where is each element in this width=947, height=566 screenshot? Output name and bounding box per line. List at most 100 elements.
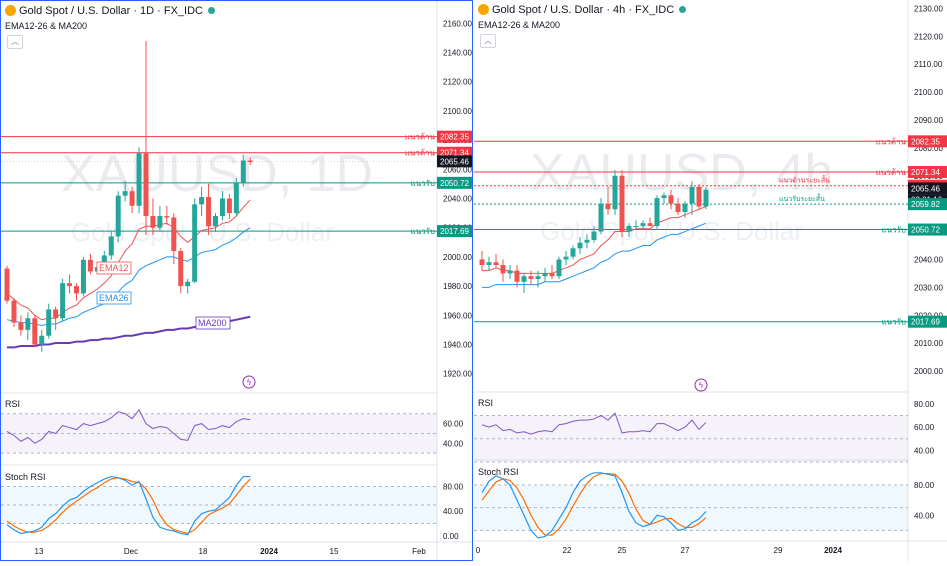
daily-chart-svg[interactable]: XAUUSD, 1D Gold Spot / U.S. Dollar 2160.00… [1, 1, 482, 562]
level-price-tag-text: 2059.82 [911, 200, 940, 209]
candle-body [640, 223, 646, 226]
candle-body [164, 216, 170, 218]
level-price-tag-text: 2050.72 [911, 226, 940, 235]
candle-body [619, 175, 625, 232]
candle-body [233, 182, 239, 214]
candle-body [703, 189, 709, 207]
rsi-label: RSI [478, 398, 493, 408]
candle-body [87, 259, 93, 272]
candle-body [18, 322, 24, 330]
flash-icon [242, 375, 256, 389]
candle-body [591, 231, 597, 240]
stoch-label: Stoch RSI [5, 472, 46, 482]
stoch-tick-label: 80.00 [914, 481, 935, 490]
price-tick-label: 2010.00 [914, 339, 943, 348]
price-tick-label: 2080.00 [914, 144, 943, 153]
price-tick-label: 2040.00 [914, 255, 943, 264]
candle-body [46, 309, 52, 336]
gold-logo-icon [478, 4, 489, 15]
candle-body [240, 160, 246, 183]
rsi-tick-label: 40.00 [914, 446, 935, 455]
chart-header: Gold Spot / U.S. Dollar · 1D · FX_IDC [5, 5, 215, 17]
price-tick-label: 1940.00 [443, 341, 472, 350]
level-price-tag [908, 198, 947, 211]
ma-label: EMA12 [99, 263, 129, 273]
level-price-tag-text: 2017.69 [911, 318, 940, 327]
rsi-label: RSI [5, 399, 20, 409]
last-price-tag-text: 2065.46 [911, 184, 940, 193]
candle-body [486, 262, 492, 266]
level-price-tag [908, 315, 947, 328]
price-tick-label: 2090.00 [914, 116, 943, 125]
symbol-title: Gold Spot / U.S. Dollar · 1D · FX_IDC [19, 5, 203, 17]
indicator-legend: EMA12-26 & MA200 [478, 20, 561, 30]
4h-chart-panel[interactable]: XAUUSD, 4h Gold Spot / U.S. Dollar 2130.00… [474, 0, 947, 561]
candle-body [479, 259, 485, 266]
candle-body [605, 203, 611, 210]
level-price-tag-text: 2071.34 [440, 149, 469, 158]
candle-body [150, 216, 156, 228]
candle-body [108, 236, 114, 256]
level-price-tag [908, 223, 947, 236]
candle-body [528, 276, 534, 279]
level-price-tag [437, 130, 477, 143]
daily-chart-panel[interactable]: XAUUSD, 1D Gold Spot / U.S. Dollar 2160.00… [0, 0, 482, 562]
flash-icon [694, 378, 708, 392]
candle-body [226, 198, 232, 214]
candle-body [157, 216, 163, 228]
short-level-label: แนวต้านระยะสั้น [779, 174, 830, 185]
candle-body [626, 225, 632, 232]
candle-body [668, 195, 674, 204]
level-label: แนวรับ [411, 227, 436, 236]
ma-label: MA200 [198, 318, 227, 328]
candle-body [25, 318, 31, 330]
candle-body [493, 262, 499, 266]
last-price-tag [437, 155, 477, 168]
candle-body [60, 283, 66, 319]
stoch-label: Stoch RSI [478, 467, 519, 477]
level-price-tag [908, 135, 947, 148]
price-tick-label: 2160.00 [443, 19, 472, 28]
time-axis-label: 18 [199, 547, 208, 556]
candle-body [122, 191, 128, 196]
candle-body [696, 186, 702, 207]
candle-body [199, 197, 205, 205]
candle-body [39, 335, 45, 345]
candle-body [129, 191, 135, 206]
market-open-icon [679, 6, 687, 13]
candle-body [74, 286, 79, 294]
time-axis-label: 15 [330, 547, 339, 556]
collapse-legend-button[interactable]: ︿ [7, 35, 23, 49]
level-price-tag [437, 225, 477, 238]
candle-body [570, 248, 576, 257]
time-axis-label: 0 [476, 546, 481, 555]
ma-label-box [96, 291, 132, 305]
level-price-tag-text: 2082.35 [911, 137, 940, 146]
watermark-symbol: XAUUSD, 4h [530, 144, 833, 202]
candle-body [577, 242, 583, 249]
level-label: แนวต้าน [405, 133, 436, 142]
level-label: แนวรับ [882, 318, 907, 327]
ma-line-ema26 [482, 222, 707, 288]
stoch-d-line [6, 477, 251, 535]
level-label: แนวต้าน [876, 168, 907, 177]
candle-body [32, 318, 38, 345]
candle-body [633, 225, 639, 227]
price-tick-label: 2100.00 [914, 88, 943, 97]
last-price-tag [908, 182, 947, 195]
price-tick-label: 2130.00 [914, 4, 943, 13]
ma-label-box [96, 261, 132, 275]
4h-chart-svg[interactable]: XAUUSD, 4h Gold Spot / U.S. Dollar 2130.00… [474, 0, 947, 561]
price-tick-label: 1980.00 [443, 282, 472, 291]
candle-body [192, 204, 198, 282]
last-price-tag-text: 2065.46 [440, 157, 469, 166]
candle-body [556, 259, 562, 277]
candle-body [661, 195, 667, 199]
collapse-legend-button[interactable]: ︿ [480, 34, 496, 48]
price-tick-label: 2000.00 [443, 253, 472, 262]
candle-body [53, 309, 59, 319]
candle-body [689, 186, 695, 204]
time-axis-label: Feb [412, 547, 426, 556]
watermark-symbol: XAUUSD, 1D [61, 145, 373, 203]
candle-body [4, 268, 10, 301]
